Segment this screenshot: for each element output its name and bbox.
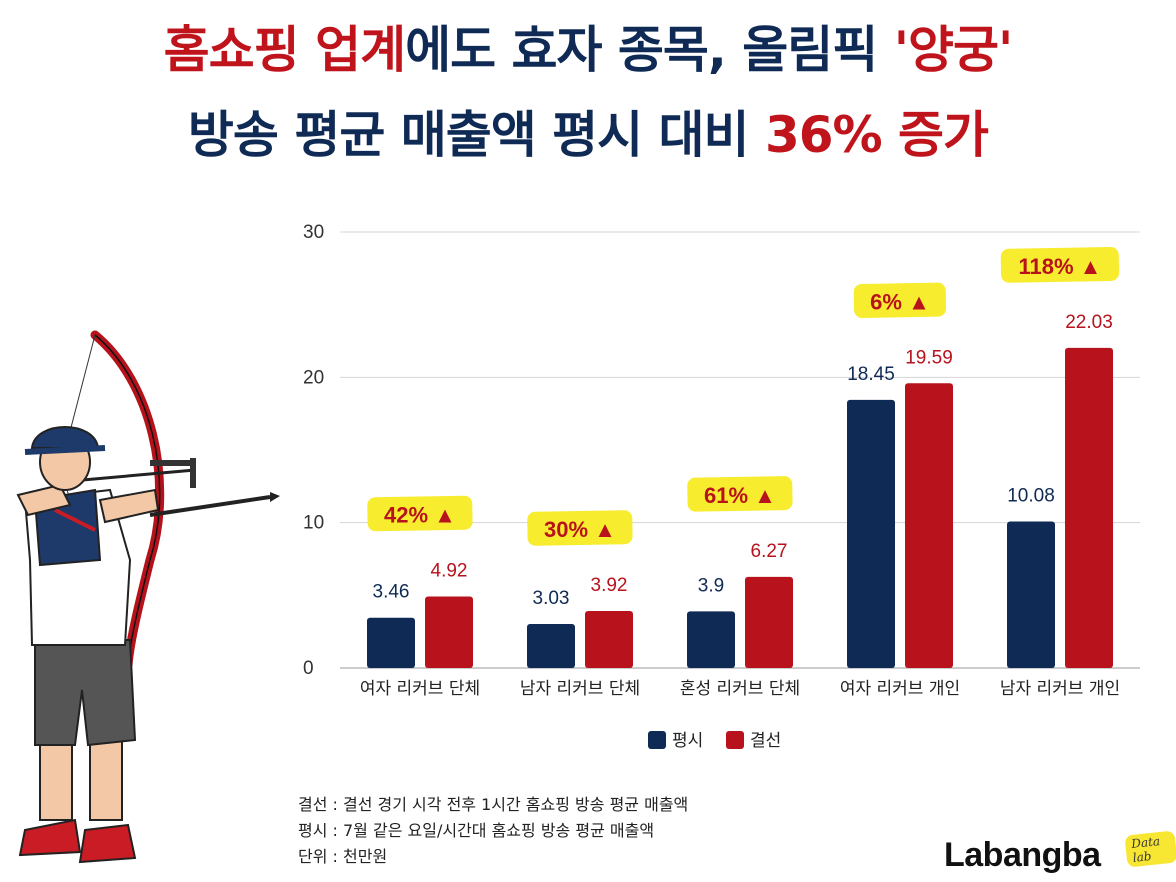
data-label-normal: 18.45 xyxy=(847,364,895,385)
brand-tag: Data lab xyxy=(1124,830,1176,868)
increase-highlight xyxy=(853,282,947,318)
x-tick-label: 남자 리커브 개인 xyxy=(1000,679,1120,699)
bar-normal xyxy=(367,617,415,668)
data-label-final: 19.59 xyxy=(905,347,953,368)
increase-label: 30% ▲ xyxy=(544,517,616,542)
archer-illustration xyxy=(16,330,280,864)
data-label-normal: 3.03 xyxy=(533,588,570,609)
bar-normal xyxy=(1007,521,1055,668)
increase-label: 6% ▲ xyxy=(870,289,930,314)
brand-logo: Labangba xyxy=(944,836,1101,874)
y-tick-label: 30 xyxy=(303,222,324,243)
increase-label: 118% ▲ xyxy=(1019,254,1102,279)
bar-normal xyxy=(847,399,895,668)
x-tick-label: 여자 리커브 단체 xyxy=(360,679,480,699)
data-label-final: 6.27 xyxy=(751,541,788,562)
increase-highlight xyxy=(687,476,793,512)
bar-normal xyxy=(687,611,735,668)
title-line-1-segment-0: 홈쇼핑 업계 xyxy=(163,21,406,79)
bar-final xyxy=(905,383,953,668)
bar-normal xyxy=(527,623,575,668)
data-label-normal: 3.9 xyxy=(698,575,724,596)
increase-highlight xyxy=(1000,246,1120,283)
data-label-final: 4.92 xyxy=(431,560,468,581)
increase-label: 42% ▲ xyxy=(384,502,456,527)
y-tick-label: 10 xyxy=(303,513,324,534)
title-line-2-segment-1: 36% 증가 xyxy=(764,106,989,164)
footnotes: 결선 : 결선 경기 시각 전후 1시간 홈쇼핑 방송 평균 매출액 평시 : … xyxy=(298,792,688,870)
x-tick-label: 남자 리커브 단체 xyxy=(520,679,640,699)
bar-final xyxy=(425,596,473,668)
footnote-unit: 단위 : 천만원 xyxy=(298,847,388,866)
title-line-2-segment-0: 방송 평균 매출액 평시 대비 xyxy=(187,106,765,164)
increase-highlight xyxy=(367,495,473,532)
x-tick-label: 혼성 리커브 단체 xyxy=(680,679,800,699)
title-line-1-segment-1: 에도 효자 종목, 올림픽 xyxy=(405,21,894,79)
bar-final xyxy=(1065,347,1113,668)
legend-swatch-final xyxy=(726,731,744,749)
bar-final xyxy=(585,611,633,668)
increase-label: 61% ▲ xyxy=(704,483,776,508)
legend-label-normal: 평시 xyxy=(672,731,703,751)
y-tick-label: 0 xyxy=(303,658,314,679)
bar-final xyxy=(745,576,793,668)
data-label-final: 22.03 xyxy=(1065,312,1113,333)
data-label-final: 3.92 xyxy=(591,575,628,596)
x-tick-label: 여자 리커브 개인 xyxy=(840,679,960,699)
legend-label-final: 결선 xyxy=(750,731,781,751)
title-line-2: 방송 평균 매출액 평시 대비 36% 증가 xyxy=(0,95,1176,167)
legend-swatch-normal xyxy=(648,731,666,749)
data-label-normal: 3.46 xyxy=(373,582,410,603)
increase-highlight xyxy=(527,510,633,546)
title-line-1-segment-2: '양궁' xyxy=(893,21,1014,79)
footnote-final: 결선 : 결선 경기 시각 전후 1시간 홈쇼핑 방송 평균 매출액 xyxy=(298,795,689,814)
footnote-normal: 평시 : 7월 같은 요일/시간대 홈쇼핑 방송 평균 매출액 xyxy=(298,821,655,840)
data-label-normal: 10.08 xyxy=(1007,486,1055,507)
title-line-1: 홈쇼핑 업계에도 효자 종목, 올림픽 '양궁' xyxy=(0,10,1176,82)
y-tick-label: 20 xyxy=(303,367,324,388)
